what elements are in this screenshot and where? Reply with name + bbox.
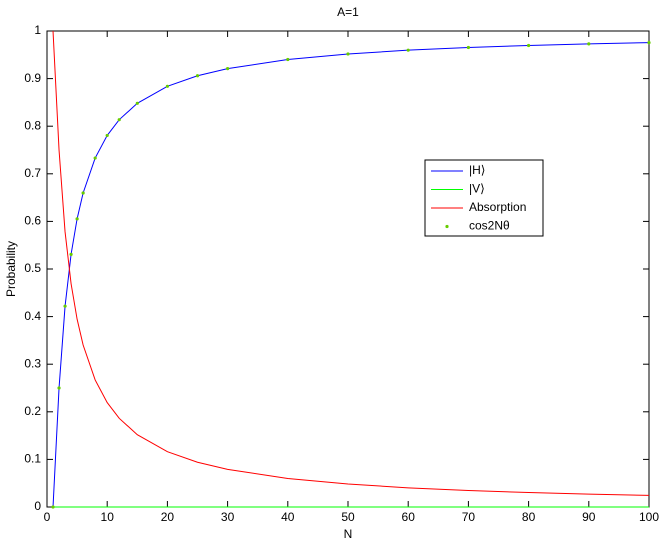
y-tick-label: 0.6 bbox=[24, 214, 41, 228]
x-tick-label: 80 bbox=[522, 510, 536, 524]
legend: |H⟩ |V⟩ Absorption cos2Nθ bbox=[424, 159, 544, 237]
x-tick-label: 90 bbox=[582, 510, 596, 524]
legend-label: Absorption bbox=[469, 200, 526, 214]
legend-box bbox=[424, 159, 544, 237]
legend-label: |V⟩ bbox=[469, 182, 485, 196]
data-dot bbox=[195, 74, 200, 78]
chart-title: A=1 bbox=[337, 5, 359, 19]
data-dot bbox=[93, 156, 97, 160]
data-dot bbox=[57, 386, 61, 390]
data-dot bbox=[75, 217, 79, 221]
x-tick-label: 20 bbox=[161, 510, 175, 524]
data-dot bbox=[135, 101, 139, 105]
data-dot bbox=[165, 84, 169, 88]
series-line bbox=[52, 30, 650, 496]
x-axis-label: N bbox=[344, 527, 353, 541]
x-tick-label: 100 bbox=[639, 510, 659, 524]
data-dot bbox=[81, 191, 85, 195]
data-dot bbox=[286, 57, 290, 62]
data-dot bbox=[117, 118, 121, 122]
data-dot bbox=[226, 67, 230, 71]
y-tick-label: 0.7 bbox=[24, 166, 41, 180]
x-tick-label: 70 bbox=[462, 510, 476, 524]
data-dot bbox=[63, 304, 67, 308]
legend-label: |H⟩ bbox=[469, 163, 485, 177]
data-dot bbox=[69, 252, 73, 256]
y-tick-label: 0 bbox=[34, 499, 41, 513]
y-tick-label: 0.8 bbox=[24, 118, 41, 132]
y-tick-label: 0.2 bbox=[24, 404, 41, 418]
data-dot bbox=[587, 42, 591, 46]
y-tick-label: 0.3 bbox=[24, 356, 41, 370]
x-tick-label: 10 bbox=[101, 510, 115, 524]
x-tick-label: 60 bbox=[402, 510, 416, 524]
data-dot bbox=[466, 45, 470, 50]
data-dot bbox=[51, 505, 55, 509]
x-tick-label: 40 bbox=[281, 510, 295, 524]
y-tick-label: 1 bbox=[34, 23, 41, 37]
y-axis-label: Probability bbox=[4, 241, 18, 297]
y-tick-label: 0.1 bbox=[24, 452, 41, 466]
data-dot bbox=[527, 43, 531, 48]
y-tick-label: 0.9 bbox=[24, 71, 41, 85]
series-line bbox=[52, 42, 650, 508]
data-dot bbox=[406, 48, 410, 52]
y-tick-label: 0.4 bbox=[24, 309, 41, 323]
y-tick-label: 0.5 bbox=[24, 261, 41, 275]
x-tick-label: 0 bbox=[44, 510, 51, 524]
legend-label: cos2Nθ bbox=[469, 219, 510, 233]
data-dot bbox=[346, 52, 350, 56]
x-tick-label: 50 bbox=[341, 510, 355, 524]
legend-marker bbox=[445, 224, 449, 229]
x-tick-label: 30 bbox=[221, 510, 235, 524]
data-dot bbox=[647, 41, 651, 45]
data-dot bbox=[105, 133, 109, 138]
